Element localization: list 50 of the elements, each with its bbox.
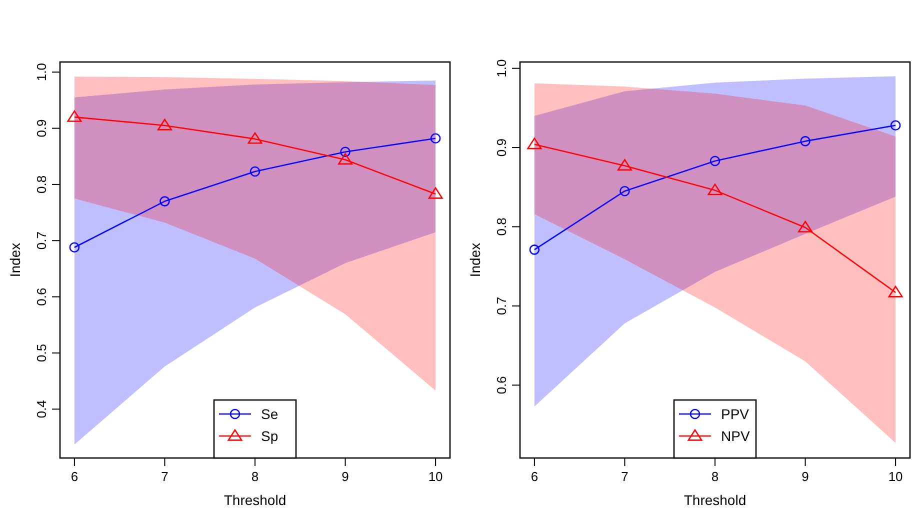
x-tick-label: 9 [802,469,809,484]
point [338,153,353,165]
x-axis-title: Threshold [224,492,286,508]
legend-label: NPV [721,428,750,444]
legend-label: Se [261,406,278,422]
point [340,146,350,158]
x-tick-label: 7 [161,469,168,484]
point [890,120,901,131]
y-tick-label: 0.6 [34,288,49,306]
x-tick-label: 8 [711,469,719,484]
y-tick-label: 0.7 [494,296,509,315]
point [800,136,810,146]
x-tick-label: 8 [251,469,259,484]
y-tick-label: 0.8 [494,218,509,236]
point [430,133,441,144]
point [248,132,262,144]
y-tick-label: 0.9 [494,138,509,157]
y-tick-label: 0.6 [494,376,509,394]
point [620,186,630,196]
point [617,159,632,171]
point [428,187,443,199]
point [67,110,82,122]
point [250,166,260,177]
point [69,242,80,253]
x-tick-label: 10 [888,469,903,484]
x-axis-title: Threshold [684,492,746,508]
x-tick-label: 6 [530,469,538,484]
point [157,118,172,130]
point [710,156,720,166]
point [798,220,813,232]
y-axis-title: Index [7,242,23,278]
y-tick-label: 0.9 [34,119,49,138]
y-tick-label: 0.4 [34,400,49,418]
point [160,196,170,206]
x-tick-label: 10 [428,469,443,484]
point [527,138,542,150]
y-tick-label: 0.7 [34,232,49,250]
y-axis-title: Index [467,242,483,278]
x-tick-label: 6 [70,469,78,484]
y-tick-label: 0.8 [34,175,49,194]
legend-label: PPV [721,406,750,422]
y-tick-label: 0.5 [34,344,49,362]
y-tick-label: 1.0 [494,59,509,78]
x-tick-label: 9 [342,469,349,484]
legend-label: Sp [261,428,278,444]
point [529,244,540,255]
point [888,286,903,298]
x-tick-label: 7 [621,469,628,484]
y-tick-label: 1.0 [34,63,49,82]
point [708,184,722,196]
